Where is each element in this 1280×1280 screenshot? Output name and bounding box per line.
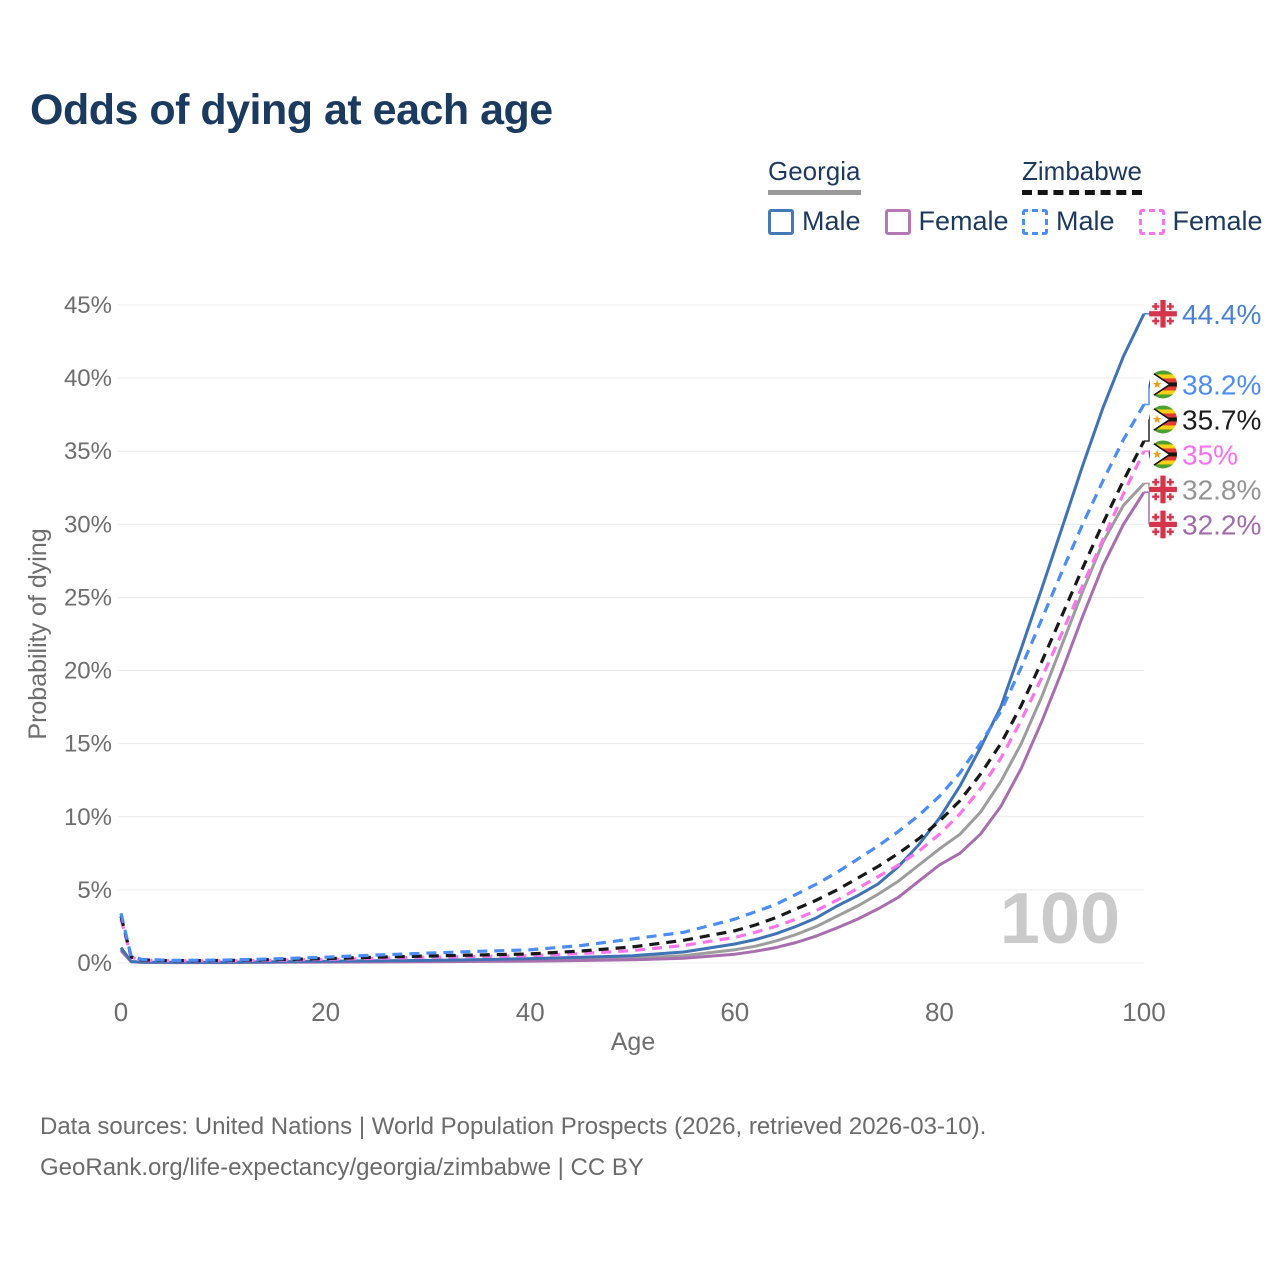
label-connector: [1144, 482, 1150, 490]
legend-item-label: Male: [1056, 206, 1115, 236]
end-value-label: 44.4%: [1182, 299, 1261, 330]
label-connector: [1144, 419, 1150, 442]
y-tick-label: 40%: [64, 365, 112, 392]
label-connector: [1144, 384, 1150, 406]
x-tick-label: 0: [114, 997, 128, 1027]
y-tick-label: 30%: [64, 511, 112, 538]
zimbabwe-female-swatch: [1138, 208, 1165, 235]
end-label-georgia-both-sexes: 32.8%: [1144, 474, 1261, 505]
y-tick-label: 20%: [64, 658, 112, 685]
y-axis-title: Probability of dying: [24, 528, 52, 739]
y-tick-label: 15%: [64, 731, 112, 758]
end-labels: 44.4% 38.2% 35.7% 35% 32.8% 32.2%: [1144, 299, 1261, 540]
end-value-label: 32.8%: [1182, 474, 1261, 505]
series-lines: [119, 313, 1146, 965]
legend-item-label: Female: [1172, 206, 1263, 236]
legend-item-zimbabwe-male[interactable]: Male: [1022, 206, 1115, 237]
end-value-label: 35.7%: [1182, 404, 1261, 435]
gridlines: [118, 304, 1144, 964]
label-connector: [1144, 450, 1150, 455]
x-axis-title: Age: [611, 1028, 655, 1056]
y-tick-label: 5%: [77, 877, 112, 904]
footer-data-sources: Data sources: United Nations | World Pop…: [40, 1113, 987, 1140]
legend-country-georgia[interactable]: Georgia: [768, 156, 861, 195]
legend-item-zimbabwe-female[interactable]: Female: [1138, 206, 1263, 237]
series-line-zimbabwe-male[interactable]: [119, 403, 1146, 963]
end-label-georgia-male: 44.4%: [1144, 299, 1261, 330]
legend-group-georgia: Georgia Male Female: [768, 156, 1009, 237]
y-tick-label: 10%: [64, 804, 112, 831]
series-line-zimbabwe-both-sexes[interactable]: [119, 440, 1146, 963]
legend-item-georgia-male[interactable]: Male: [768, 206, 861, 237]
legend-item-label: Male: [802, 206, 861, 236]
label-connector: [1144, 491, 1150, 525]
zimbabwe-flag-icon: [1149, 405, 1177, 434]
footer-attribution: GeoRank.org/life-expectancy/georgia/zimb…: [40, 1154, 644, 1181]
georgia-male-swatch: [768, 208, 794, 235]
end-value-label: 38.2%: [1182, 369, 1261, 400]
legend-item-label: Female: [918, 206, 1009, 236]
legend-item-georgia-female[interactable]: Female: [884, 206, 1009, 237]
x-tick-label: 100: [1122, 997, 1165, 1027]
end-value-label: 35%: [1182, 439, 1238, 470]
end-label-zimbabwe-both-sexes: 35.7%: [1144, 404, 1261, 442]
georgia-flag-icon: [1149, 475, 1177, 504]
footer: Data sources: United Nations | World Pop…: [40, 1106, 986, 1188]
end-label-zimbabwe-female: 35%: [1144, 439, 1238, 470]
end-value-label: 32.2%: [1182, 509, 1261, 540]
legend-country-zimbabwe[interactable]: Zimbabwe: [1022, 156, 1142, 195]
series-line-georgia-both-sexes[interactable]: [119, 482, 1146, 964]
x-tick-label: 20: [311, 997, 340, 1027]
y-tick-label: 45%: [64, 292, 112, 319]
zimbabwe-flag-icon: [1149, 440, 1177, 469]
georgia-flag-icon: [1149, 299, 1177, 328]
georgia-flag-icon: [1149, 510, 1177, 539]
hovered-age-watermark: 100: [1000, 879, 1120, 959]
georgia-female-swatch: [884, 208, 911, 235]
zimbabwe-flag-icon: [1149, 370, 1177, 399]
end-label-zimbabwe-male: 38.2%: [1144, 369, 1261, 406]
legend-group-zimbabwe: Zimbabwe Male Female: [1022, 156, 1263, 237]
x-tick-label: 80: [925, 997, 954, 1027]
series-line-georgia-male[interactable]: [119, 313, 1146, 964]
x-tick-label: 40: [516, 997, 545, 1027]
y-tick-label: 25%: [64, 584, 112, 611]
x-tick-label: 60: [720, 997, 749, 1027]
series-line-zimbabwe-female[interactable]: [119, 450, 1146, 963]
y-tick-label: 35%: [64, 438, 112, 465]
zimbabwe-male-swatch: [1022, 208, 1048, 235]
axis-ticks: 0% 5% 10% 15% 20% 25% 30% 35% 40% 45% 0 20 40 60 80 100: [64, 292, 1166, 1027]
end-label-georgia-female: 32.2%: [1144, 491, 1261, 540]
page-title: Odds of dying at each age: [30, 86, 553, 134]
y-tick-label: 0%: [77, 950, 112, 977]
